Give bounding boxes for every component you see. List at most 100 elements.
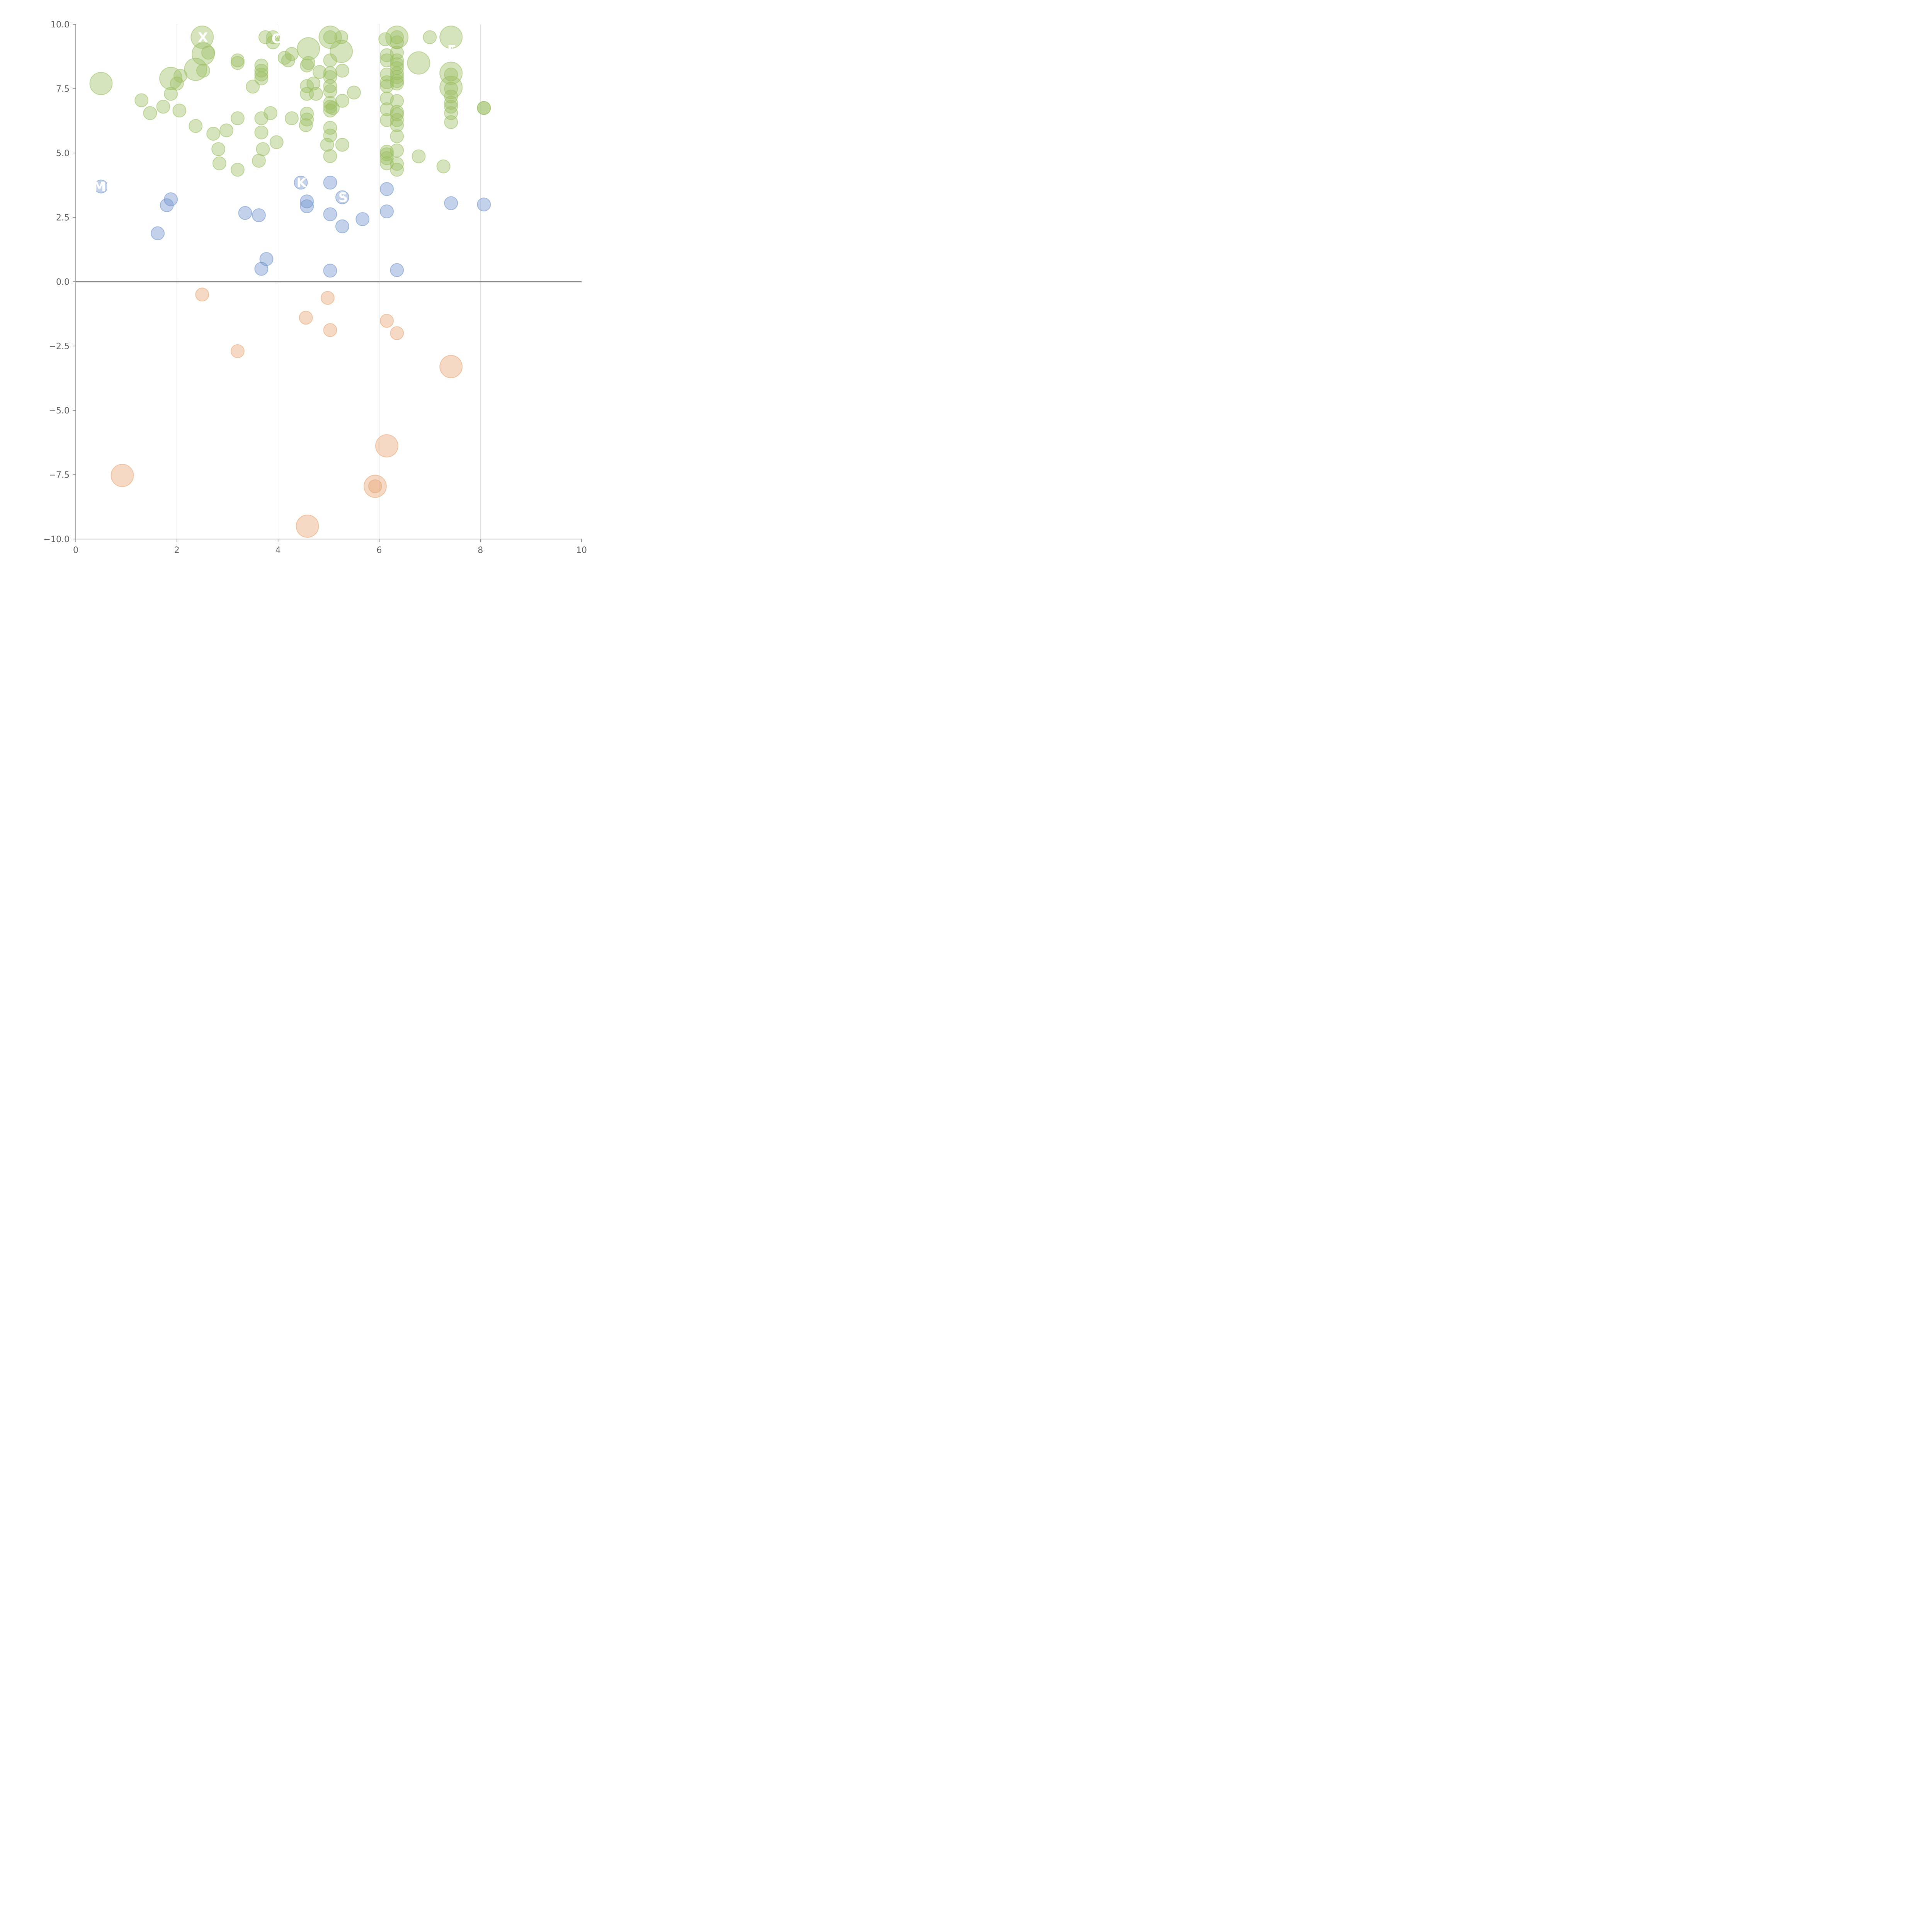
data-point: [300, 199, 314, 213]
data-point: [390, 263, 404, 277]
point-label: C: [272, 31, 281, 47]
data-point: [254, 71, 269, 85]
data-point: [390, 163, 404, 177]
x-tick-label: 2: [174, 546, 180, 555]
point-label: S: [338, 190, 348, 206]
data-point: [477, 101, 491, 115]
data-point: [323, 128, 337, 143]
data-point: [256, 142, 270, 156]
point-label: F: [447, 43, 456, 58]
data-point: [380, 156, 394, 170]
data-point: [323, 264, 337, 278]
data-point: [323, 207, 337, 221]
x-tick-label: 0: [73, 546, 78, 555]
data-point: [299, 118, 313, 133]
data-point: [219, 123, 234, 138]
y-tick-label: −5.0: [49, 406, 70, 416]
data-point: [444, 196, 458, 210]
data-point: [330, 39, 353, 63]
data-point: [300, 112, 314, 127]
label-leader: [300, 179, 304, 183]
y-tick-label: 0.0: [56, 277, 70, 287]
data-point: [89, 72, 113, 95]
data-point: [380, 204, 394, 219]
data-point: [211, 142, 226, 156]
axes: [73, 24, 582, 542]
data-point: [323, 104, 337, 118]
data-point: [390, 113, 404, 127]
data-point: [111, 464, 134, 487]
data-point: [184, 58, 207, 81]
data-point: [390, 129, 404, 143]
data-point: [189, 119, 203, 133]
data-point: [335, 94, 349, 108]
data-point: [368, 479, 382, 493]
label-leader: [202, 33, 205, 37]
data-point: [254, 125, 269, 139]
data-point: [143, 106, 157, 120]
tick-labels: 0 2 4 6 8 10 10.0 7.5 5.0 2.5 0.0 −2.5 −5.0 −7.5 −10.0: [44, 20, 587, 555]
data-point: [159, 66, 183, 90]
data-point: [284, 47, 299, 61]
data-point: [412, 149, 426, 163]
data-point: [390, 35, 404, 49]
data-point: [230, 56, 245, 70]
data-point: [164, 192, 178, 206]
data-point: [323, 30, 337, 44]
data-points: [89, 26, 491, 538]
data-point: [323, 175, 337, 190]
y-tick-label: −7.5: [49, 471, 70, 480]
data-point: [390, 118, 404, 133]
data-point: [201, 46, 215, 60]
data-point: [390, 77, 404, 91]
data-point: [390, 107, 404, 122]
data-point: [436, 159, 451, 173]
data-point: [439, 355, 463, 378]
data-point: [156, 100, 170, 114]
data-point: [355, 212, 370, 226]
data-point: [173, 69, 187, 83]
data-point: [299, 311, 313, 325]
point-labels: MI K S X C F: [93, 30, 456, 205]
data-point: [444, 115, 458, 129]
data-point: [230, 111, 245, 126]
data-point: [254, 111, 269, 126]
data-point: [254, 67, 269, 82]
data-point: [266, 35, 280, 49]
data-point: [258, 30, 272, 44]
data-point: [444, 67, 458, 82]
data-point: [390, 326, 404, 340]
data-point: [151, 226, 165, 240]
data-point: [390, 30, 404, 44]
data-point: [134, 93, 149, 107]
data-point: [212, 156, 226, 170]
data-point: [284, 111, 299, 126]
x-tick-label: 8: [478, 546, 483, 555]
data-point: [238, 206, 252, 220]
data-point: [320, 138, 334, 152]
data-point: [325, 101, 340, 115]
point-label: MI: [93, 179, 111, 195]
data-point: [306, 77, 321, 91]
data-point: [263, 106, 277, 120]
data-point: [477, 197, 491, 212]
x-tick-label: 4: [276, 546, 281, 555]
x-tick-label: 10: [576, 546, 587, 555]
y-tick-label: −2.5: [49, 342, 70, 352]
data-point: [444, 96, 458, 110]
y-tick-label: 5.0: [56, 149, 70, 158]
data-point: [323, 323, 337, 337]
data-point: [439, 61, 463, 85]
data-point: [390, 46, 404, 60]
y-tick-label: 2.5: [56, 213, 70, 223]
x-tick-label: 6: [376, 546, 382, 555]
data-point: [323, 149, 337, 163]
data-point: [390, 143, 404, 158]
label-leader: [342, 193, 345, 197]
data-point: [195, 287, 209, 302]
data-point: [309, 87, 323, 101]
data-point: [335, 219, 349, 233]
point-label: K: [296, 175, 307, 191]
data-point: [347, 85, 361, 100]
data-point: [439, 26, 463, 49]
